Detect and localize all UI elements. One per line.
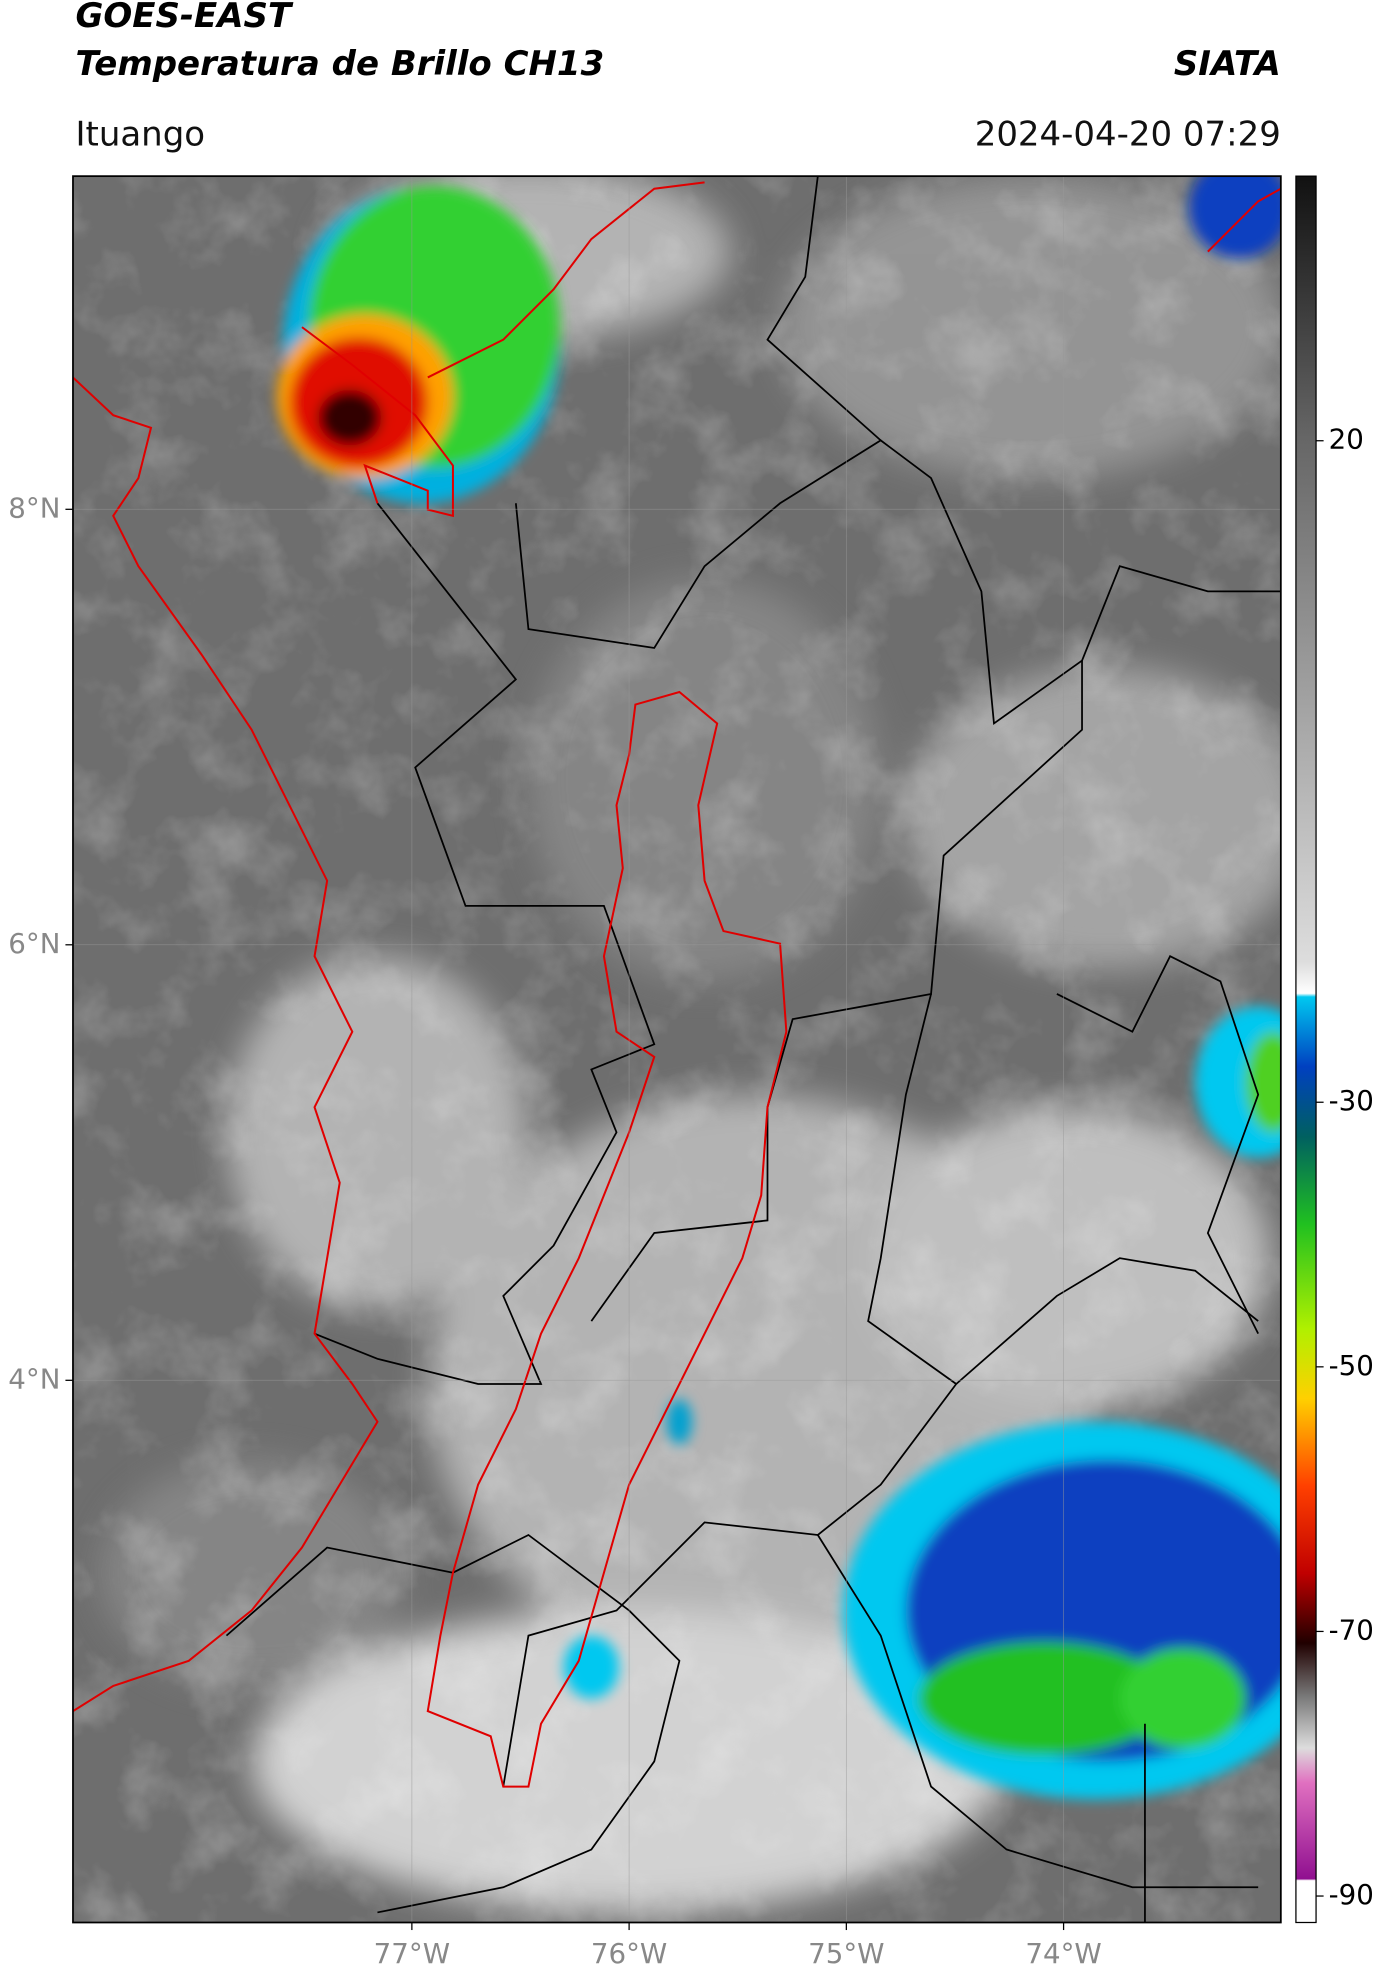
location: Ituango [75, 114, 205, 154]
timestamp: 2024-04-20 07:29 [975, 114, 1281, 154]
colorbar-tick-label: -50 [1329, 1349, 1374, 1382]
y-tick-label: 4°N [8, 1362, 60, 1395]
map-frame [72, 175, 1282, 1924]
y-tick-label: 6°N [8, 927, 60, 960]
x-tick-label: 75°W [808, 1937, 884, 1970]
colorbar-tick-label: -70 [1329, 1613, 1374, 1646]
colorbar-tick-label: -90 [1329, 1878, 1374, 1911]
colorbar-tick-label: -30 [1329, 1084, 1374, 1117]
x-tick-label: 74°W [1025, 1937, 1101, 1970]
colorbar-tick-label: 20 [1329, 423, 1364, 456]
colorbar [1295, 175, 1317, 1924]
title: GOES-EAST [75, 0, 293, 36]
agency: SIATA [1174, 44, 1281, 84]
satellite-image [72, 176, 1281, 1923]
x-tick-label: 77°W [374, 1937, 450, 1970]
y-tick-label: 8°N [8, 491, 60, 524]
subtitle: Temperatura de Brillo CH13 [75, 44, 604, 84]
x-tick-label: 76°W [591, 1937, 667, 1970]
